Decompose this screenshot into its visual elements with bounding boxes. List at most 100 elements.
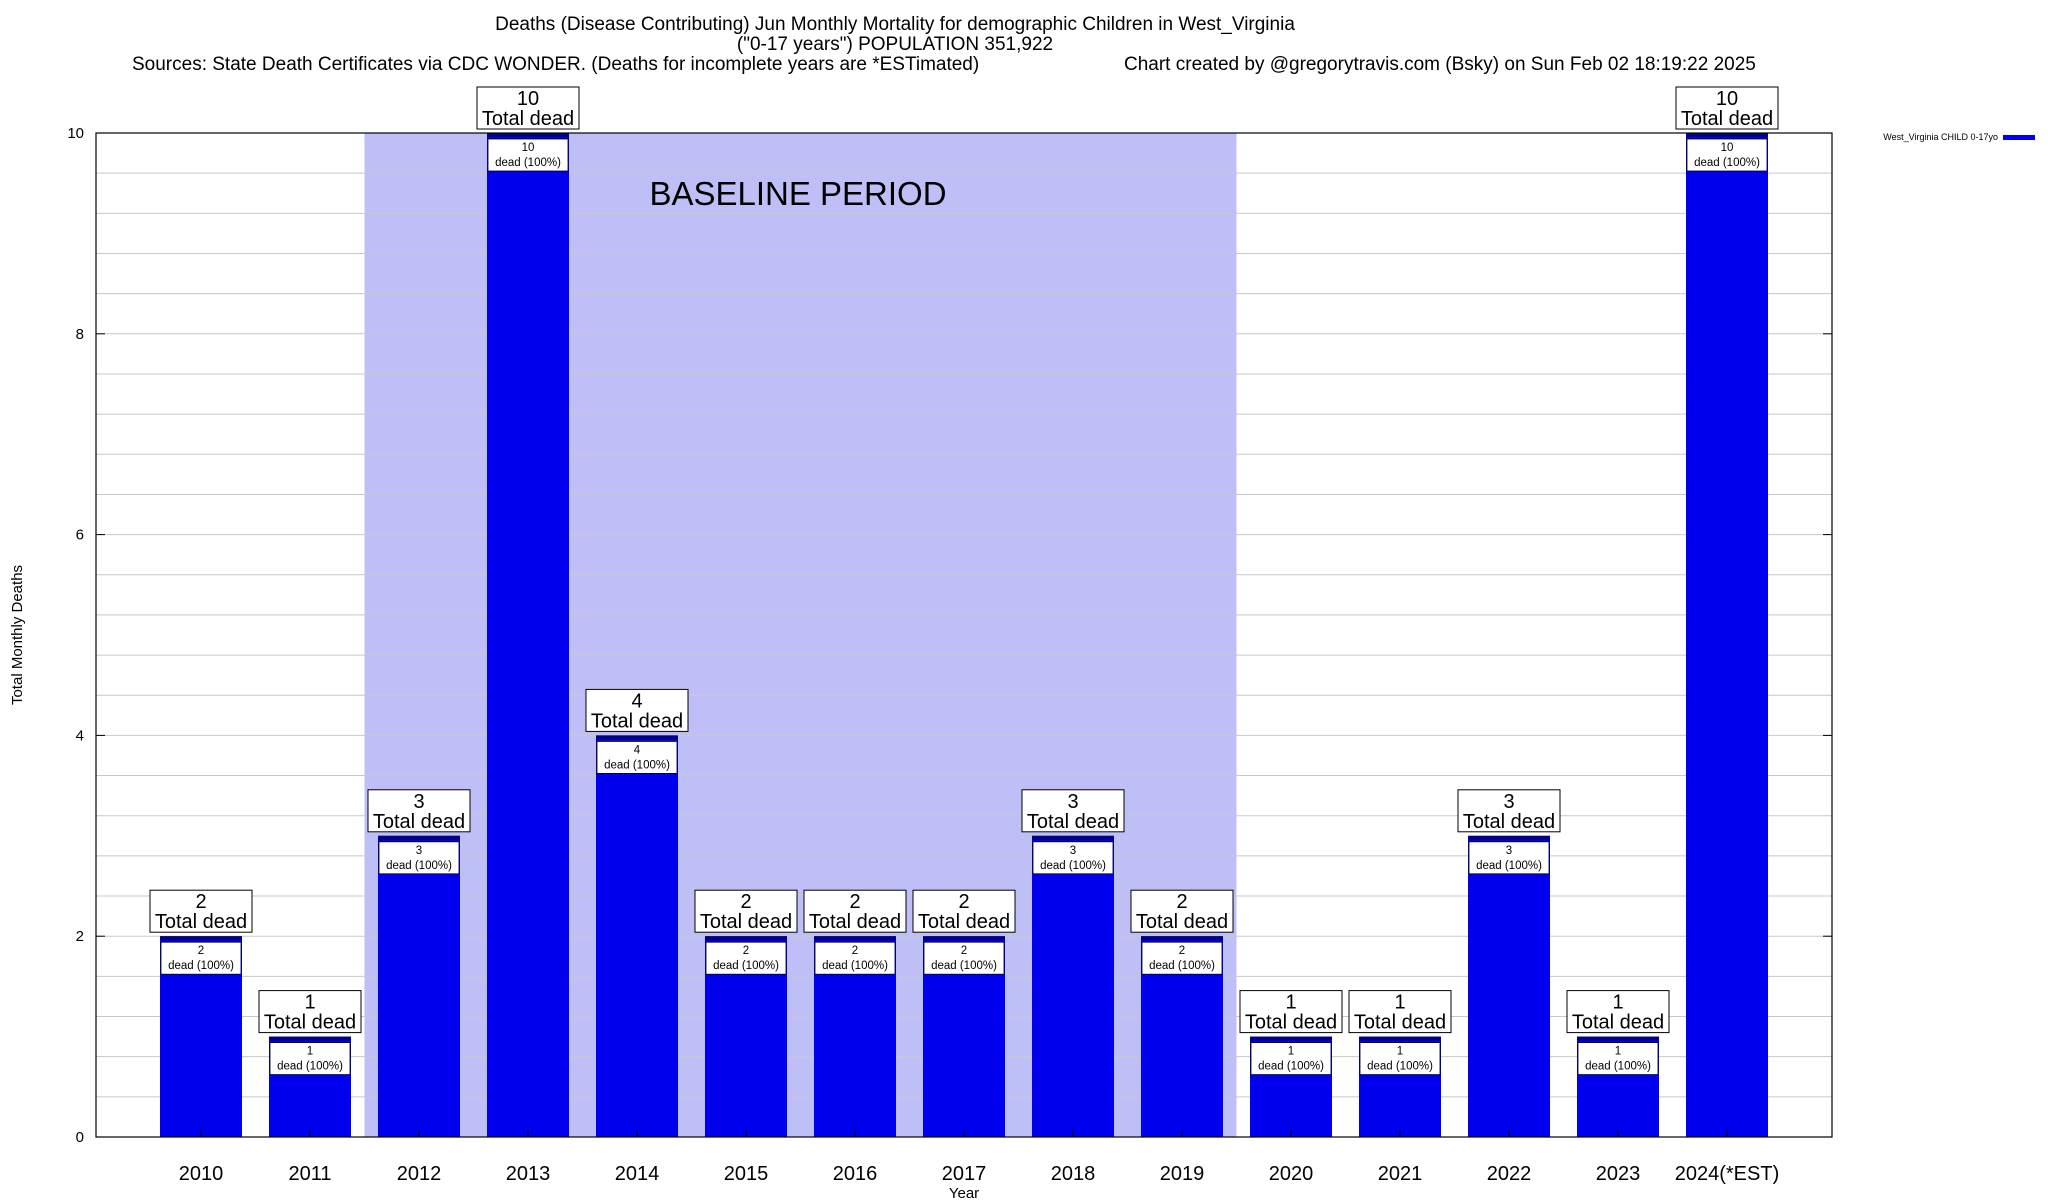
inner-label-box <box>705 941 787 975</box>
y-axis-title: Total Monthly Deaths <box>9 565 26 705</box>
total-label-box <box>585 688 689 732</box>
x-tick-label: 2016 <box>833 1163 878 1185</box>
total-label-box <box>149 889 253 933</box>
inner-label-suffix: dead (100%) <box>495 157 561 169</box>
bar-cap <box>269 1036 351 1041</box>
total-label-box <box>1348 990 1452 1034</box>
inner-label-value: 1 <box>307 1046 313 1058</box>
total-label-box <box>1457 789 1561 833</box>
x-tick-label: 2020 <box>1269 1163 1314 1185</box>
inner-label-suffix: dead (100%) <box>1040 860 1106 872</box>
total-label-value: 2 <box>958 891 969 913</box>
total-label-value: 2 <box>1176 891 1187 913</box>
inner-label-suffix: dead (100%) <box>713 960 779 972</box>
bar-2018 <box>1032 835 1114 1137</box>
inner-label-suffix: dead (100%) <box>822 960 888 972</box>
inner-label-value: 2 <box>743 945 749 957</box>
x-tick-label: 2019 <box>1160 1163 1205 1185</box>
bar-cap <box>1686 133 1768 137</box>
total-label-box <box>1675 86 1779 130</box>
x-tick-label: 2014 <box>615 1163 660 1185</box>
total-label-value: 3 <box>413 791 424 813</box>
x-tick-label: 2022 <box>1487 1163 1532 1185</box>
total-label-value: 2 <box>195 891 206 913</box>
inner-label-box <box>269 1042 351 1075</box>
inner-label-value: 10 <box>1721 142 1734 154</box>
total-label-value: 1 <box>1612 992 1623 1014</box>
inner-label-value: 2 <box>1179 945 1185 957</box>
total-label-value: 1 <box>304 992 315 1014</box>
baseline-period-label: BASELINE PERIOD <box>649 175 946 212</box>
y-tick-label: 4 <box>76 727 84 744</box>
inner-label-value: 3 <box>1070 845 1076 857</box>
legend-swatch <box>2003 135 2035 140</box>
total-label-suffix: Total dead <box>1681 108 1773 130</box>
total-label-suffix: Total dead <box>1136 911 1228 933</box>
total-label-box <box>476 86 580 130</box>
total-label-box <box>1021 789 1125 833</box>
inner-label-suffix: dead (100%) <box>1585 1061 1651 1073</box>
inner-label-value: 2 <box>961 945 967 957</box>
bar-cap <box>1468 835 1550 840</box>
total-label-suffix: Total dead <box>918 911 1010 933</box>
x-tick-label: 2011 <box>288 1163 331 1185</box>
inner-label-suffix: dead (100%) <box>1476 860 1542 872</box>
x-tick-label: 2024(*EST) <box>1675 1163 1780 1185</box>
total-label-suffix: Total dead <box>264 1012 356 1034</box>
bar-cap <box>160 936 242 941</box>
total-label-value: 2 <box>849 891 860 913</box>
total-label-suffix: Total dead <box>591 710 683 732</box>
total-label-box <box>1566 990 1670 1034</box>
bar-cap <box>378 835 460 840</box>
inner-label-suffix: dead (100%) <box>277 1061 343 1073</box>
bar-cap <box>1032 835 1114 840</box>
bar-2024(*EST) <box>1686 133 1768 1137</box>
bar-2012 <box>378 835 460 1137</box>
legend: West_Virginia CHILD 0-17yo <box>1883 132 2035 142</box>
total-label-suffix: Total dead <box>700 911 792 933</box>
inner-label-value: 1 <box>1397 1046 1403 1058</box>
inner-label-box <box>1468 841 1550 875</box>
bar-cap <box>487 133 569 137</box>
inner-label-box <box>923 941 1005 975</box>
bar-cap <box>705 936 787 941</box>
inner-label-box <box>596 741 678 774</box>
total-label-suffix: Total dead <box>373 811 465 833</box>
inner-label-box <box>814 941 896 975</box>
x-tick-label: 2013 <box>506 1163 551 1185</box>
legend-entry-label: West_Virginia CHILD 0-17yo <box>1883 132 1998 142</box>
inner-label-box <box>487 138 569 172</box>
total-label-suffix: Total dead <box>1572 1012 1664 1034</box>
inner-label-box <box>160 941 242 975</box>
total-label-box <box>1130 889 1234 933</box>
x-tick-label: 2010 <box>179 1163 224 1185</box>
total-label-value: 10 <box>1716 88 1738 110</box>
x-axis-title: Year <box>949 1185 979 1200</box>
inner-label-box <box>1686 138 1768 172</box>
total-label-box <box>1239 990 1343 1034</box>
total-label-value: 1 <box>1394 992 1405 1014</box>
total-label-value: 10 <box>517 88 539 110</box>
inner-label-box <box>378 841 460 875</box>
bar-2013 <box>487 133 569 1137</box>
inner-label-suffix: dead (100%) <box>1367 1061 1433 1073</box>
chart-credit: Chart created by @gregorytravis.com (Bsk… <box>1124 54 1756 75</box>
bar-cap <box>1577 1036 1659 1041</box>
inner-label-value: 1 <box>1288 1046 1294 1058</box>
inner-label-value: 2 <box>198 945 204 957</box>
inner-label-value: 10 <box>522 142 535 154</box>
y-tick-label: 10 <box>67 125 84 142</box>
inner-label-box <box>1032 841 1114 875</box>
inner-label-box <box>1141 941 1223 975</box>
total-label-box <box>367 789 471 833</box>
x-tick-label: 2015 <box>724 1163 769 1185</box>
inner-label-value: 2 <box>852 945 858 957</box>
x-tick-label: 2023 <box>1596 1163 1641 1185</box>
chart-sources: Sources: State Death Certificates via CD… <box>132 54 980 75</box>
bar-cap <box>1141 936 1223 941</box>
total-label-suffix: Total dead <box>1463 811 1555 833</box>
inner-label-box <box>1250 1042 1332 1075</box>
total-label-suffix: Total dead <box>809 911 901 933</box>
inner-label-suffix: dead (100%) <box>1258 1061 1324 1073</box>
total-label-value: 3 <box>1503 791 1514 813</box>
